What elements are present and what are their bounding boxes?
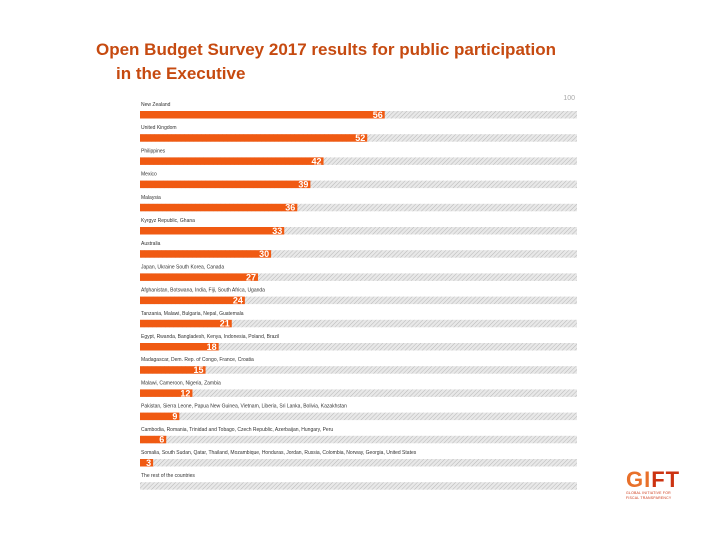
bar-value-label: 12 (180, 388, 190, 398)
bar-track (140, 203, 577, 212)
bar (140, 435, 167, 444)
category-label: Madagascar, Dem. Rep. of Congo, France, … (141, 357, 254, 363)
bar (140, 250, 272, 258)
category-label: Tanzania, Malawi, Bulgaria, Nepal, Guate… (141, 311, 244, 317)
bar-track (140, 435, 577, 444)
bar-value-label: 15 (194, 365, 204, 375)
bar-value-label: 24 (233, 296, 243, 306)
category-label: Somalia, South Sudan, Qatar, Thailand, M… (141, 450, 417, 456)
category-label: The rest of the countries (141, 473, 195, 479)
bar-value-label: 36 (285, 203, 295, 213)
axis-max-label: 100 (563, 95, 575, 102)
category-label: Egypt, Rwanda, Bangladesh, Kenya, Indone… (141, 334, 279, 340)
category-label: Kyrgyz Republic, Ghana (141, 218, 195, 224)
bar-value-label: 52 (355, 133, 365, 143)
bar-track (140, 180, 577, 189)
bar (140, 203, 298, 212)
bar-track (140, 343, 577, 351)
slide-title-line2: in the Executive (116, 64, 246, 83)
slide-title: Open Budget Survey 2017 results for publ… (96, 38, 676, 86)
bar (140, 157, 324, 165)
bar-value-label: 42 (312, 156, 322, 166)
bar-track (140, 250, 577, 258)
bar-value-label: 3 (146, 458, 151, 468)
category-label: Cambodia, Romania, Trinidad and Tobago, … (141, 427, 333, 433)
category-label: United Kingdom (141, 125, 177, 131)
gift-logo-tagline-2: FISCAL TRANSPARENCY (626, 495, 672, 500)
bar-value-label: 21 (220, 319, 230, 329)
bar-value-label: 33 (272, 226, 282, 236)
category-label: Malaysia (141, 195, 161, 201)
bar-track (140, 459, 577, 467)
bar (140, 319, 232, 328)
bar-track (140, 412, 577, 421)
bar (140, 343, 219, 351)
gift-logo-wordmark: GIFT (626, 467, 681, 492)
bar-value-label: 6 (159, 435, 164, 445)
bar (140, 180, 311, 189)
bar (140, 273, 258, 281)
gift-logo-tagline-1: GLOBAL INITIATIVE FOR (626, 491, 671, 495)
bar-value-label: 18 (207, 342, 217, 352)
category-label: Malawi, Cameroon, Nigeria, Zambia (141, 380, 221, 386)
bar (140, 459, 154, 467)
bar-value-label: 27 (246, 272, 256, 282)
bar-track (140, 319, 577, 328)
bar (140, 412, 180, 421)
bar (140, 227, 285, 235)
bar-track (140, 296, 577, 305)
bar (140, 111, 385, 119)
bar (140, 296, 245, 305)
bar-value-label: 30 (259, 249, 269, 259)
bar-track (140, 273, 577, 281)
slide-title-line1: Open Budget Survey 2017 results for publ… (96, 40, 557, 59)
gift-logo: GIFT GLOBAL INITIATIVE FOR FISCAL TRANSP… (626, 469, 688, 500)
category-label: New Zealand (141, 102, 171, 108)
bar (140, 134, 368, 142)
category-label: Japan, Ukraine South Korea, Canada (141, 264, 224, 270)
bar (140, 366, 206, 374)
category-label: Afghanistan, Botswana, India, Fiji, Sout… (141, 288, 265, 294)
bar-track (140, 482, 577, 490)
bar-track (140, 366, 577, 374)
bar-track (140, 227, 577, 235)
category-label: Mexico (141, 172, 157, 178)
category-label: Australia (141, 241, 161, 247)
category-label: Pakistan, Sierra Leone, Papua New Guinea… (141, 404, 347, 410)
category-label: Philippines (141, 148, 166, 154)
bar-track (140, 389, 577, 397)
bar-value-label: 39 (298, 180, 308, 190)
bar-value-label: 9 (172, 412, 177, 422)
bar-value-label: 56 (373, 110, 383, 120)
bar-track (140, 157, 577, 165)
bar (140, 389, 193, 397)
